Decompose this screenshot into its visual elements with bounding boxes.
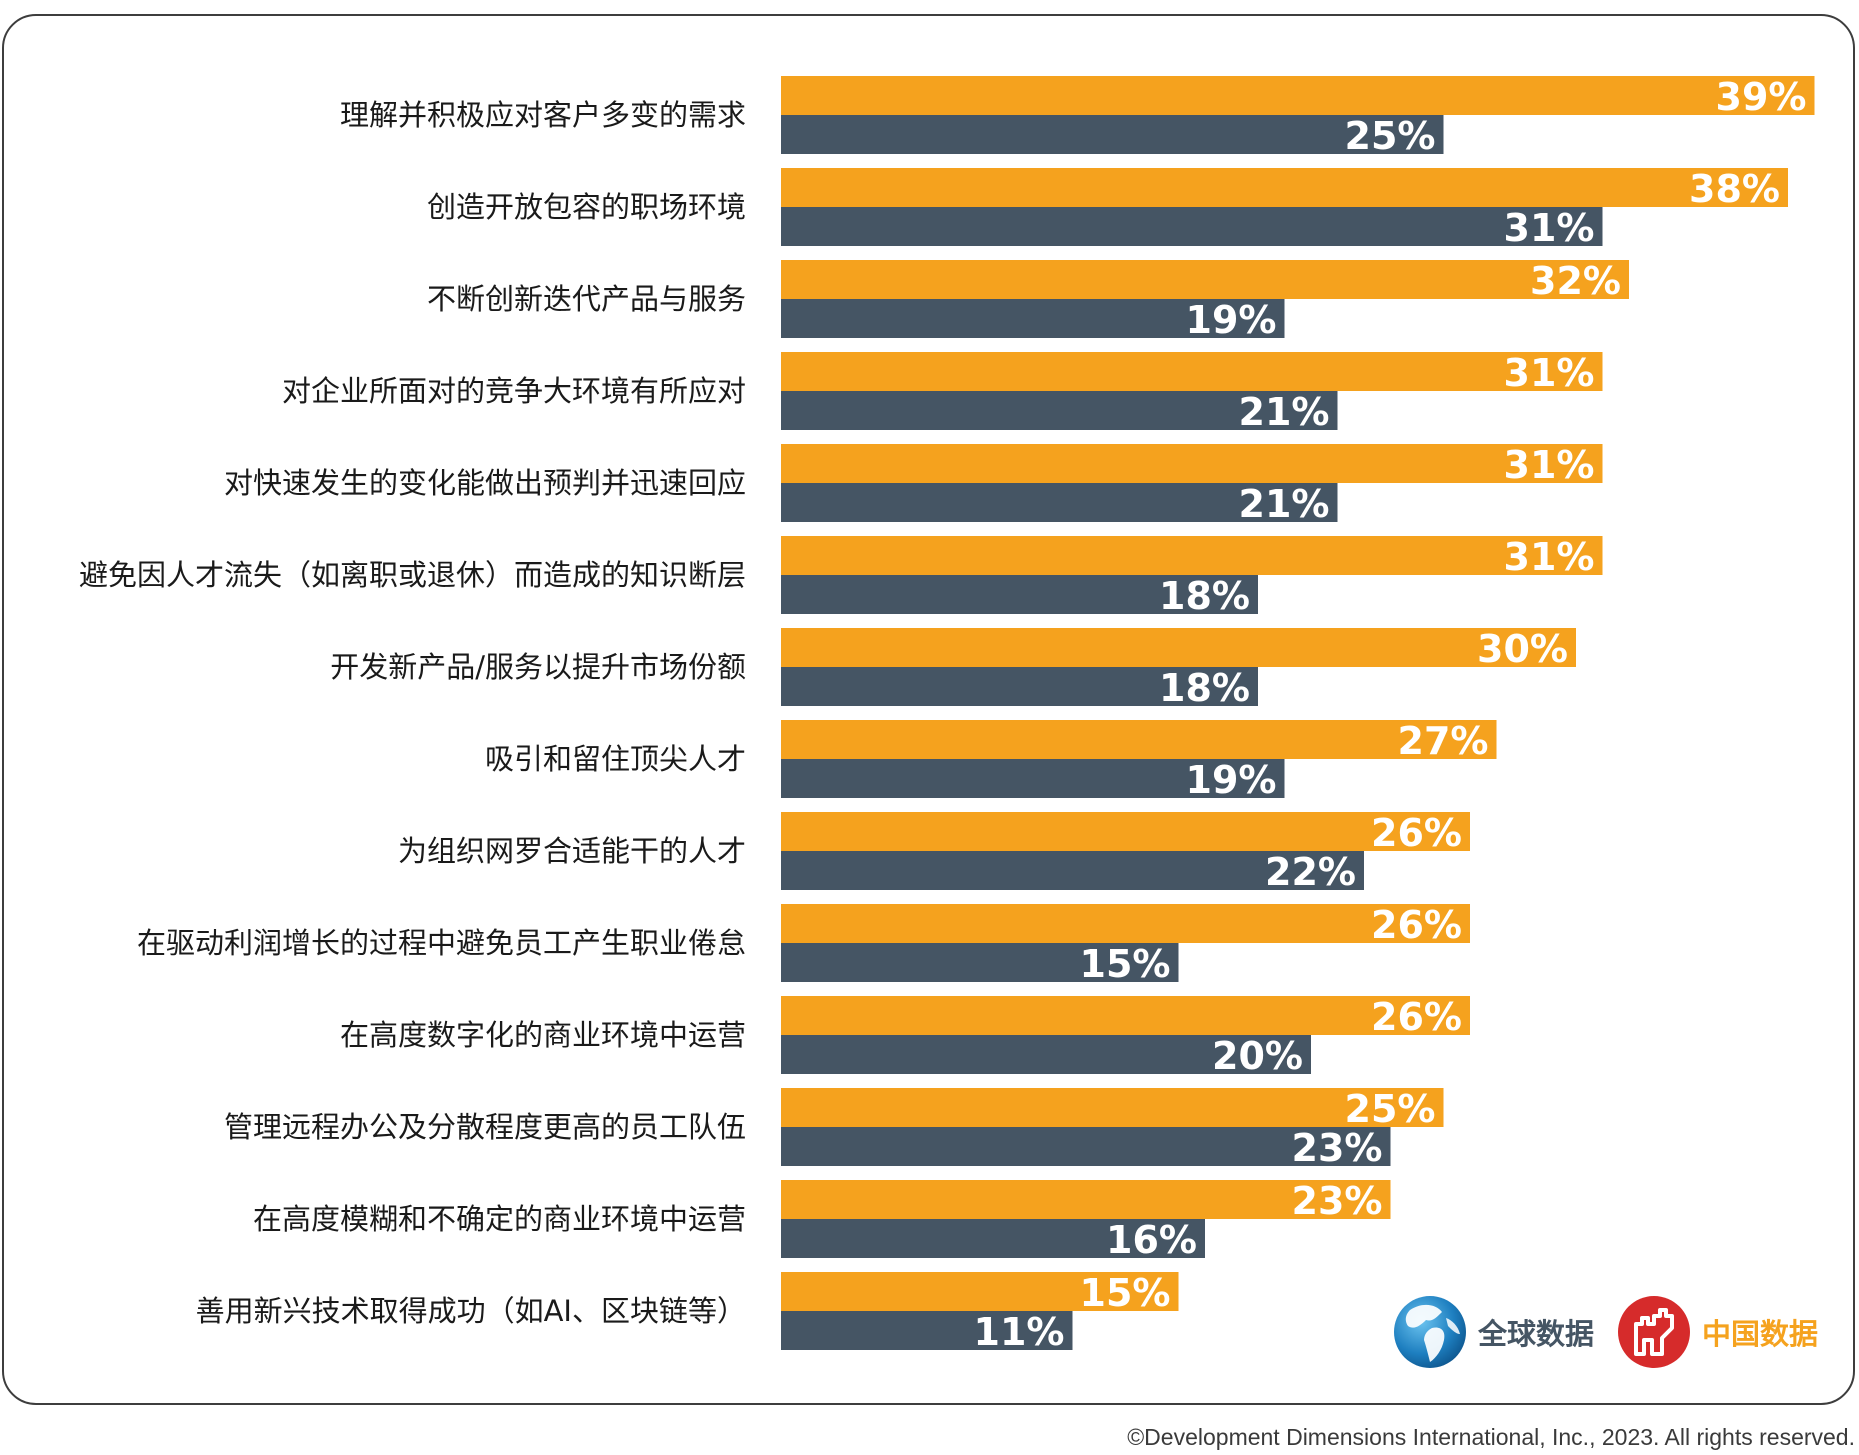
data-label-global: 26% [1371,811,1462,855]
bar-china [781,299,1285,338]
bar-global [781,812,1470,851]
category-label: 吸引和留住顶尖人才 [485,742,746,776]
bar-global [781,904,1470,943]
data-label-global: 26% [1371,995,1462,1039]
bar-global [781,720,1497,759]
category-label: 善用新兴技术取得成功（如AI、区块链等） [196,1294,746,1328]
data-label-china: 25% [1345,114,1436,158]
category-label: 管理远程办公及分散程度更高的员工队伍 [224,1110,746,1144]
bar-china [781,1127,1391,1166]
bar-china [781,943,1179,982]
bar-global [781,536,1603,575]
bar-global [781,996,1470,1035]
data-label-china: 18% [1159,666,1250,710]
legend-label-china: 中国数据 [1702,1317,1818,1351]
great-wall-icon [1618,1296,1690,1368]
copyright-notice: ©Development Dimensions International, I… [1127,1424,1855,1450]
bar-global [781,628,1576,667]
data-label-china: 21% [1239,482,1330,526]
category-label: 开发新产品/服务以提升市场份额 [330,650,746,684]
bar-global [781,352,1603,391]
data-label-global: 31% [1504,443,1595,487]
data-label-global: 26% [1371,903,1462,947]
data-label-china: 31% [1504,206,1595,250]
data-label-global: 32% [1530,259,1621,303]
bar-china [781,483,1338,522]
bar-china [781,391,1338,430]
category-label: 在高度数字化的商业环境中运营 [340,1018,746,1052]
data-label-china: 19% [1186,758,1277,802]
legend-label-global: 全球数据 [1477,1317,1594,1351]
bar-global [781,1088,1444,1127]
bar-china [781,667,1258,706]
data-label-china: 16% [1106,1218,1197,1262]
data-label-global: 15% [1080,1271,1171,1315]
data-label-china: 18% [1159,574,1250,618]
bar-china [781,115,1444,154]
data-label-global: 39% [1716,75,1807,119]
bars-layer [781,76,1815,1350]
category-label: 为组织网罗合适能干的人才 [398,834,746,868]
bar-china [781,1035,1311,1074]
bar-global [781,260,1629,299]
bar-global [781,1180,1391,1219]
category-label: 不断创新迭代产品与服务 [427,282,746,316]
category-label: 对快速发生的变化能做出预判并迅速回应 [224,466,746,500]
data-label-global: 31% [1504,535,1595,579]
data-label-china: 21% [1239,390,1330,434]
data-label-china: 20% [1212,1034,1303,1078]
data-label-china: 15% [1080,942,1171,986]
category-label: 在高度模糊和不确定的商业环境中运营 [253,1202,746,1236]
category-label: 在驱动利润增长的过程中避免员工产生职业倦怠 [137,926,746,960]
data-label-china: 19% [1186,298,1277,342]
globe-icon [1394,1296,1466,1368]
bar-china [781,207,1603,246]
bar-global [781,168,1788,207]
data-label-global: 31% [1504,351,1595,395]
bar-china [781,1219,1205,1258]
data-label-global: 27% [1398,719,1489,763]
labels-layer: 理解并积极应对客户多变的需求 39% 25% 创造开放包容的职场环境 38% 31% 不断创… [79,75,1807,1354]
bar-china [781,851,1364,890]
data-label-china: 22% [1265,850,1356,894]
bar-global [781,1272,1179,1311]
category-label: 创造开放包容的职场环境 [427,190,746,224]
legend-item-global: 全球数据 [1394,1296,1594,1368]
bar-china [781,575,1258,614]
category-label: 避免因人才流失（如离职或退休）而造成的知识断层 [79,558,746,592]
bar-global [781,444,1603,483]
bar-global [781,76,1815,115]
data-label-global: 30% [1477,627,1568,671]
legend-item-china: 中国数据 [1618,1296,1818,1368]
data-label-global: 23% [1292,1179,1383,1223]
bar-china [781,759,1285,798]
data-label-china: 23% [1292,1126,1383,1170]
data-label-global: 25% [1345,1087,1436,1131]
category-label: 理解并积极应对客户多变的需求 [340,98,746,132]
data-label-china: 11% [974,1310,1065,1354]
data-label-global: 38% [1689,167,1780,211]
bar-china [781,1311,1073,1350]
category-label: 对企业所面对的竞争大环境有所应对 [282,374,746,408]
